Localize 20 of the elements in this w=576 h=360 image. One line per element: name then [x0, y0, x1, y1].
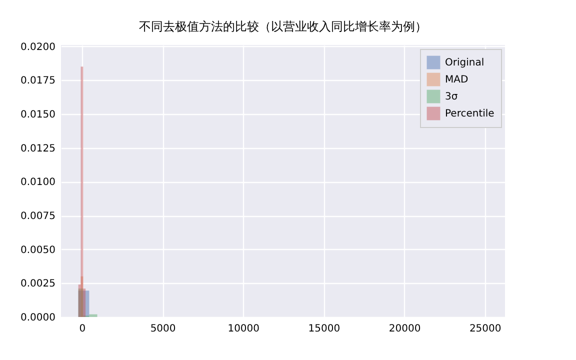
x-tick-label: 15000	[308, 324, 340, 334]
x-tick-label: 10000	[228, 324, 260, 334]
y-tick-label: 0.0075	[20, 211, 56, 222]
chart-title: 不同去极值方法的比较（以营业收入同比增长率为例）	[139, 19, 427, 34]
y-tick-label: 0.0000	[20, 312, 56, 324]
y-tick-label: 0.0100	[20, 177, 56, 188]
legend-label: 3σ	[445, 92, 458, 102]
x-tick-label: 25000	[469, 324, 502, 334]
legend-label: Percentile	[445, 108, 494, 120]
x-tick-label: 0	[79, 324, 86, 334]
legend-label: MAD	[445, 74, 468, 86]
y-tick-label: 0.0150	[20, 110, 56, 121]
y-tick-label: 0.0050	[20, 244, 56, 256]
legend-label: Original	[445, 58, 484, 68]
y-tick-label: 0.0125	[20, 143, 56, 154]
x-tick-label: 20000	[388, 324, 421, 334]
x-tick-label: 5000	[150, 324, 176, 334]
y-tick-label: 0.0025	[20, 278, 56, 290]
y-tick-label: 0.0200	[20, 42, 56, 53]
y-tick-label: 0.0175	[20, 76, 56, 87]
